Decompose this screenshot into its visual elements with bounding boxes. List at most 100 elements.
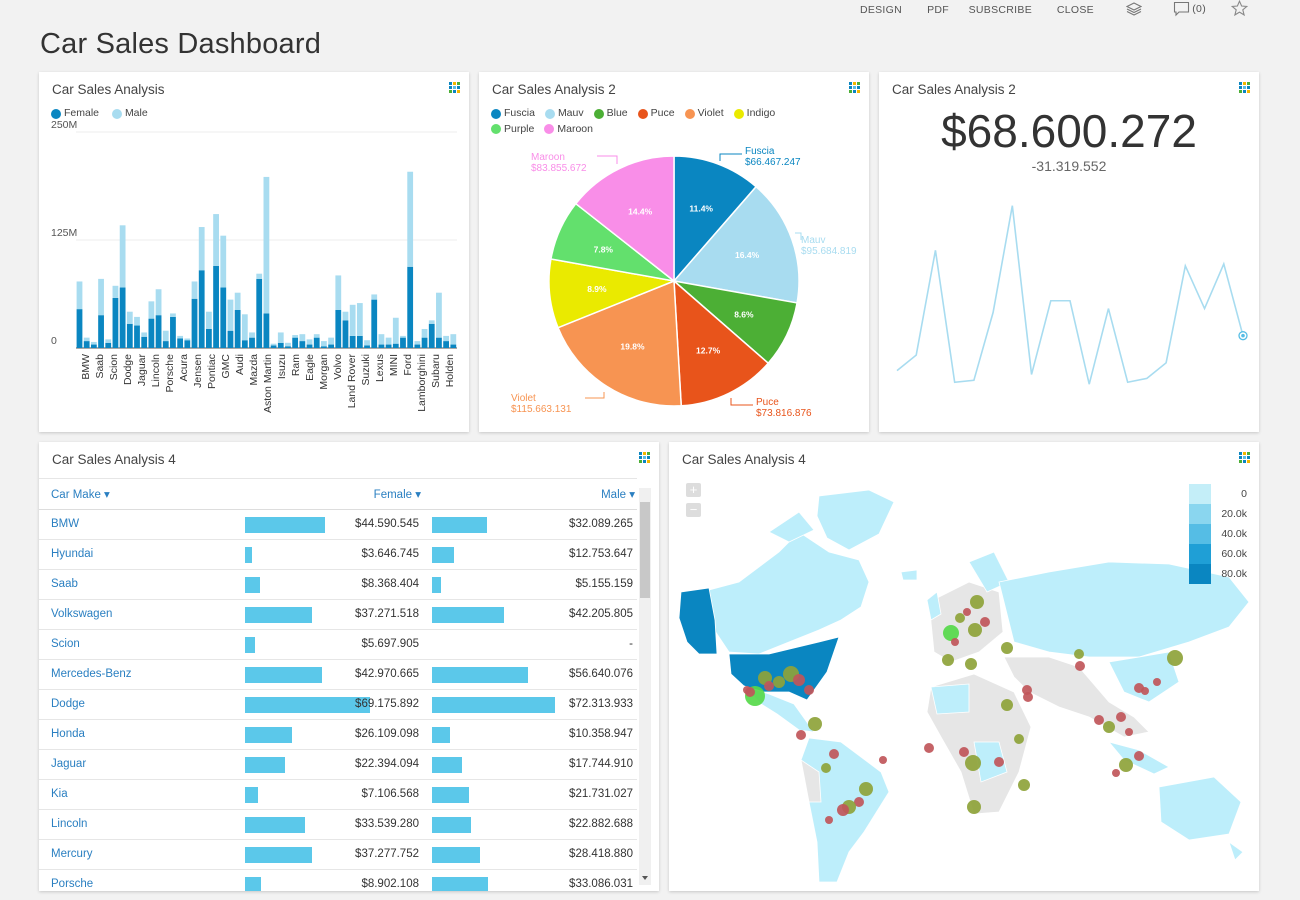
table-row[interactable]: Porsche $8.902.108 $33.086.031 xyxy=(39,870,637,891)
bar-female[interactable] xyxy=(249,337,255,348)
car-make-link[interactable]: Hyundai xyxy=(51,548,94,560)
bar-female[interactable] xyxy=(184,340,191,348)
car-make-link[interactable]: Dodge xyxy=(51,698,85,710)
bar-female[interactable] xyxy=(263,313,270,348)
bar-male[interactable] xyxy=(313,334,320,338)
car-make-link[interactable]: Mercury xyxy=(51,848,93,860)
map-bubble[interactable] xyxy=(1018,779,1030,791)
country-shape[interactable] xyxy=(728,636,840,701)
map-bubble[interactable] xyxy=(1001,699,1013,711)
bar-female[interactable] xyxy=(205,328,212,348)
pie-slice-fuscia[interactable] xyxy=(673,155,758,284)
legend-item-male[interactable]: Male xyxy=(111,106,148,121)
map-bubble[interactable] xyxy=(829,749,839,759)
bar-female[interactable] xyxy=(392,343,399,348)
legend-item-indigo[interactable]: Indigo xyxy=(733,106,775,121)
bar-male[interactable] xyxy=(450,334,457,345)
map-bubble[interactable] xyxy=(1023,692,1033,702)
map-bubble[interactable] xyxy=(1116,712,1126,722)
star-icon[interactable] xyxy=(1230,0,1249,20)
map-bubble[interactable] xyxy=(965,658,977,670)
bar-female[interactable] xyxy=(356,335,363,348)
bar-male[interactable] xyxy=(321,341,327,347)
pie-slice-mauv[interactable] xyxy=(672,185,800,304)
bar-female[interactable] xyxy=(277,342,284,348)
bar-male[interactable] xyxy=(270,343,277,346)
bar-female[interactable] xyxy=(328,344,334,348)
bar-female[interactable] xyxy=(213,265,219,348)
bar-male[interactable] xyxy=(141,332,148,337)
table-row[interactable]: Scion $5.697.905 - xyxy=(39,630,637,660)
bar-male[interactable] xyxy=(299,334,306,342)
map-bubble[interactable] xyxy=(1125,728,1133,736)
bar-male[interactable] xyxy=(213,214,219,266)
bar-male[interactable] xyxy=(414,341,421,345)
bar-female[interactable] xyxy=(443,341,450,348)
map-bubble[interactable] xyxy=(821,763,831,773)
bar-male[interactable] xyxy=(155,289,162,316)
map-bubble[interactable] xyxy=(879,756,887,764)
map-bubble[interactable] xyxy=(743,686,751,694)
bar-female[interactable] xyxy=(155,315,162,348)
map-bubble[interactable] xyxy=(773,676,785,688)
comments-button[interactable]: (0) xyxy=(1173,1,1206,17)
map-bubble[interactable] xyxy=(1119,758,1133,772)
bar-male[interactable] xyxy=(191,281,198,299)
map-bubble[interactable] xyxy=(804,685,814,695)
table-row[interactable]: Mercedes-Benz $42.970.665 $56.640.076 xyxy=(39,660,637,690)
scrollbar-thumb[interactable] xyxy=(640,502,650,598)
map-bubble[interactable] xyxy=(968,623,982,637)
bar-male[interactable] xyxy=(356,303,363,336)
map-bubble[interactable] xyxy=(955,613,965,623)
subscribe-button[interactable]: SUBSCRIBE xyxy=(968,4,1032,16)
map-bubble[interactable] xyxy=(808,717,822,731)
map-bubble[interactable] xyxy=(924,743,934,753)
widget-menu-icon[interactable] xyxy=(449,82,460,93)
bar-female[interactable] xyxy=(349,335,356,348)
bar-female[interactable] xyxy=(335,309,342,348)
country-shape[interactable] xyxy=(1108,651,1180,703)
bar-female[interactable] xyxy=(177,338,184,348)
bar-male[interactable] xyxy=(198,227,205,271)
bar-female[interactable] xyxy=(234,309,241,348)
bar-male[interactable] xyxy=(148,301,155,319)
bar-male[interactable] xyxy=(342,311,349,321)
bar-male[interactable] xyxy=(443,335,450,342)
close-button[interactable]: CLOSE xyxy=(1056,4,1094,16)
map-bubble[interactable] xyxy=(959,747,969,757)
table-row[interactable]: Saab $8.368.404 $5.155.159 xyxy=(39,570,637,600)
bar-male[interactable] xyxy=(328,337,334,345)
design-button[interactable]: DESIGN xyxy=(859,4,902,16)
map-bubble[interactable] xyxy=(965,755,981,771)
table-row[interactable]: Dodge $69.175.892 $72.313.933 xyxy=(39,690,637,720)
legend-item-mauv[interactable]: Mauv xyxy=(544,106,584,121)
bar-male[interactable] xyxy=(170,313,176,317)
bar-male[interactable] xyxy=(335,275,342,310)
car-make-link[interactable]: Honda xyxy=(51,728,85,740)
bar-female[interactable] xyxy=(198,270,205,348)
table-row[interactable]: Lincoln $33.539.280 $22.882.688 xyxy=(39,810,637,840)
bar-female[interactable] xyxy=(407,266,414,348)
country-shape[interactable] xyxy=(900,569,918,581)
bar-male[interactable] xyxy=(83,337,90,342)
bar-male[interactable] xyxy=(256,273,263,279)
bar-male[interactable] xyxy=(227,299,234,331)
car-make-link[interactable]: Mercedes-Benz xyxy=(51,668,132,680)
table-row[interactable]: Volkswagen $37.271.518 $42.205.805 xyxy=(39,600,637,630)
zoom-in-button[interactable]: + xyxy=(686,483,701,497)
map-bubble[interactable] xyxy=(1134,751,1144,761)
legend-item-female[interactable]: Female xyxy=(51,106,99,121)
bar-male[interactable] xyxy=(285,342,291,347)
map-bubble[interactable] xyxy=(837,804,849,816)
bar-male[interactable] xyxy=(292,335,299,338)
map-bubble[interactable] xyxy=(963,608,971,616)
map-bubble[interactable] xyxy=(942,654,954,666)
bar-male[interactable] xyxy=(184,338,191,341)
pie-slice-puce[interactable] xyxy=(673,279,770,407)
bar-male[interactable] xyxy=(90,341,97,345)
bar-male[interactable] xyxy=(162,330,169,342)
map-bubble[interactable] xyxy=(1153,678,1161,686)
pie-slice-maroon[interactable] xyxy=(574,155,675,283)
car-make-link[interactable]: BMW xyxy=(51,518,80,530)
bar-male[interactable] xyxy=(112,285,119,298)
